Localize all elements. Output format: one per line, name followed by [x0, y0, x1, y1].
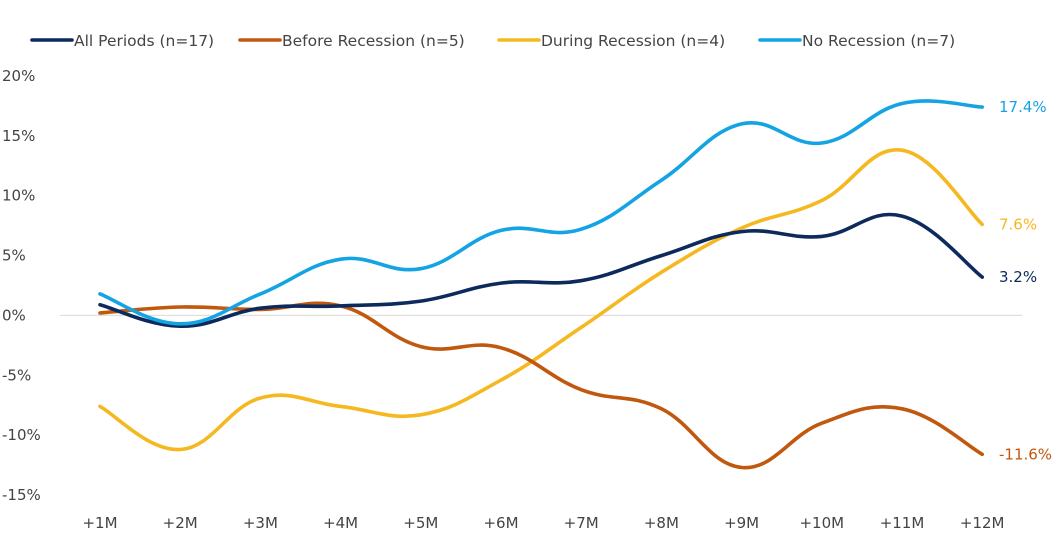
legend-item: Before Recession (n=5) — [238, 32, 465, 50]
x-tick-label: +11M — [880, 514, 925, 532]
end-value-label: 3.2% — [999, 268, 1037, 286]
x-axis: +1M +2M +3M +4M +5M +6M +7M +8M +9M +10M +11M +12M — [82, 514, 1004, 532]
x-tick-label: +3M — [243, 514, 278, 532]
legend-label: Before Recession (n=5) — [282, 32, 465, 50]
end-value-label: -11.6% — [999, 445, 1052, 463]
series-line-before-recession — [98, 301, 984, 470]
x-tick-label: +10M — [799, 514, 844, 532]
y-tick-label: 20% — [2, 67, 35, 85]
y-tick-label: 15% — [2, 127, 35, 145]
end-value-label: 17.4% — [999, 98, 1047, 116]
x-tick-label: +7M — [564, 514, 599, 532]
y-tick-label: 0% — [2, 306, 26, 324]
x-tick-label: +2M — [163, 514, 198, 532]
legend-item: All Periods (n=17) — [30, 32, 214, 50]
x-tick-label: +4M — [323, 514, 358, 532]
legend-label: No Recession (n=7) — [802, 32, 955, 50]
legend: All Periods (n=17) Before Recession (n=5)… — [30, 32, 955, 50]
legend-label: During Recession (n=4) — [541, 32, 725, 50]
series-layer — [98, 99, 984, 470]
x-tick-label: +8M — [644, 514, 679, 532]
x-tick-label: +12M — [960, 514, 1005, 532]
series-line-during-recession — [98, 148, 984, 452]
y-tick-label: -5% — [2, 366, 31, 384]
legend-item: During Recession (n=4) — [497, 32, 725, 50]
y-tick-label: 10% — [2, 187, 35, 205]
y-tick-label: 5% — [2, 247, 26, 265]
y-tick-label: -15% — [2, 486, 41, 504]
legend-item: No Recession (n=7) — [758, 32, 955, 50]
x-tick-label: +9M — [724, 514, 759, 532]
y-axis: 20% 15% 10% 5% 0% -5% -10% -15% — [2, 67, 41, 504]
end-labels: 3.2% -11.6% 7.6% 17.4% — [999, 98, 1052, 463]
series-line-all-periods — [98, 212, 984, 329]
y-tick-label: -10% — [2, 426, 41, 444]
legend-label: All Periods (n=17) — [74, 32, 214, 50]
end-value-label: 7.6% — [999, 215, 1037, 233]
x-tick-label: +6M — [483, 514, 518, 532]
x-tick-label: +5M — [403, 514, 438, 532]
x-tick-label: +1M — [82, 514, 117, 532]
series-line-no-recession — [98, 99, 984, 326]
